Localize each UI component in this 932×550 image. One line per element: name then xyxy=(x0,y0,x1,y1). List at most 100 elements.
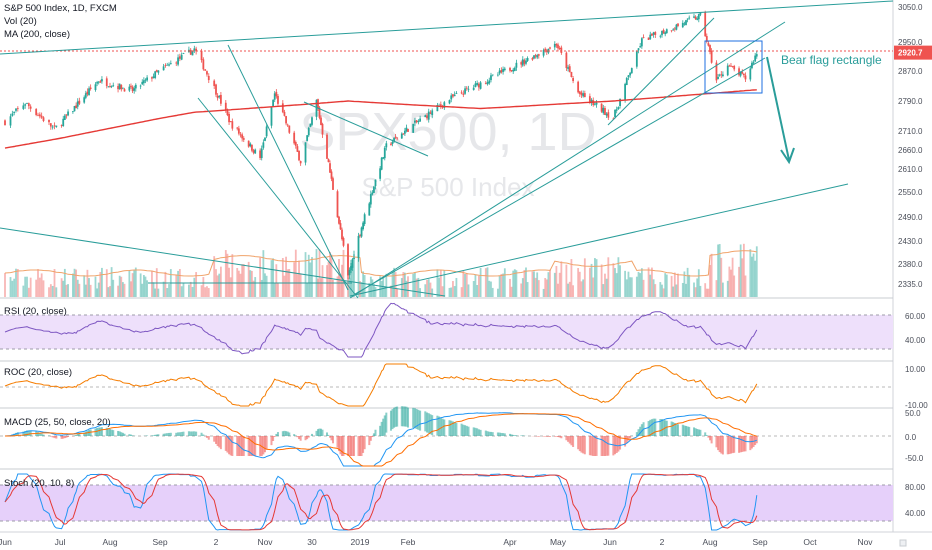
candle[interactable] xyxy=(110,86,113,88)
candle[interactable] xyxy=(330,171,333,179)
candle[interactable] xyxy=(262,142,265,148)
candle[interactable] xyxy=(363,214,366,225)
candle[interactable] xyxy=(83,97,86,103)
candle[interactable] xyxy=(595,102,598,105)
candle[interactable] xyxy=(705,36,708,42)
candle[interactable] xyxy=(490,75,492,81)
candle[interactable] xyxy=(605,113,608,116)
candle[interactable] xyxy=(733,66,736,70)
candle[interactable] xyxy=(338,216,340,224)
candle[interactable] xyxy=(659,35,662,37)
candle[interactable] xyxy=(162,66,165,71)
candle[interactable] xyxy=(86,91,89,95)
candle[interactable] xyxy=(164,65,167,66)
candle[interactable] xyxy=(614,109,616,118)
candle[interactable] xyxy=(4,120,6,125)
candle[interactable] xyxy=(131,86,134,92)
candle[interactable] xyxy=(315,99,318,117)
candle[interactable] xyxy=(619,98,621,107)
candle[interactable] xyxy=(642,37,645,38)
candle[interactable] xyxy=(545,50,548,52)
candle[interactable] xyxy=(699,12,702,15)
fan-line-low[interactable] xyxy=(349,183,849,297)
candle[interactable] xyxy=(49,123,52,127)
candle[interactable] xyxy=(9,116,12,126)
candle[interactable] xyxy=(371,192,374,195)
candle[interactable] xyxy=(55,125,58,127)
candle[interactable] xyxy=(496,74,499,76)
candle[interactable] xyxy=(228,114,230,123)
candle[interactable] xyxy=(120,85,123,90)
candle[interactable] xyxy=(510,70,513,72)
candle[interactable] xyxy=(141,81,144,85)
candle[interactable] xyxy=(78,100,81,104)
candle[interactable] xyxy=(565,52,568,69)
macd-legend[interactable]: MACD (25, 50, close, 20) xyxy=(4,417,111,428)
candle[interactable] xyxy=(264,137,266,141)
candle[interactable] xyxy=(348,269,351,276)
candle[interactable] xyxy=(236,127,239,129)
candle[interactable] xyxy=(251,144,253,151)
candle[interactable] xyxy=(237,128,240,134)
candle[interactable] xyxy=(448,100,451,104)
candle[interactable] xyxy=(270,107,273,126)
candle[interactable] xyxy=(285,116,287,124)
candle[interactable] xyxy=(404,130,406,134)
candle[interactable] xyxy=(247,140,250,147)
candle[interactable] xyxy=(707,43,710,46)
candle[interactable] xyxy=(500,70,503,73)
candle[interactable] xyxy=(685,20,687,25)
settings-corner-icon[interactable] xyxy=(899,539,907,547)
candle[interactable] xyxy=(281,103,284,113)
candle[interactable] xyxy=(16,108,19,109)
candle[interactable] xyxy=(726,65,729,76)
candle[interactable] xyxy=(396,137,399,139)
candle[interactable] xyxy=(35,108,38,115)
candle[interactable] xyxy=(38,114,41,117)
candle[interactable] xyxy=(168,64,170,66)
candle[interactable] xyxy=(567,67,569,69)
candle[interactable] xyxy=(394,136,397,138)
stoch-legend[interactable]: Stoch (20, 10, 8) xyxy=(4,478,74,489)
candle[interactable] xyxy=(624,83,626,101)
fan-line-steep[interactable] xyxy=(349,21,786,299)
candle[interactable] xyxy=(299,161,302,164)
candle[interactable] xyxy=(107,86,110,88)
candle[interactable] xyxy=(76,101,79,107)
candle[interactable] xyxy=(112,85,115,87)
candle[interactable] xyxy=(241,134,244,139)
candle[interactable] xyxy=(474,83,477,88)
candle[interactable] xyxy=(369,194,372,205)
candle[interactable] xyxy=(455,93,458,94)
candle[interactable] xyxy=(288,125,291,133)
candle[interactable] xyxy=(154,71,157,78)
candle[interactable] xyxy=(414,120,416,123)
candle[interactable] xyxy=(220,94,222,104)
candle[interactable] xyxy=(693,16,695,18)
candle[interactable] xyxy=(594,103,596,105)
candle[interactable] xyxy=(99,81,102,83)
candle[interactable] xyxy=(720,74,723,76)
candle[interactable] xyxy=(26,102,28,104)
candle[interactable] xyxy=(368,203,371,216)
candle[interactable] xyxy=(405,127,408,132)
candle[interactable] xyxy=(339,223,342,230)
candle[interactable] xyxy=(515,62,518,68)
candle[interactable] xyxy=(206,71,208,75)
candle[interactable] xyxy=(229,121,232,123)
candle[interactable] xyxy=(738,68,740,76)
candle[interactable] xyxy=(452,94,454,97)
candle[interactable] xyxy=(155,70,158,72)
candle[interactable] xyxy=(443,102,446,108)
candle[interactable] xyxy=(488,80,491,84)
candle[interactable] xyxy=(521,59,524,66)
candle[interactable] xyxy=(672,29,675,31)
candle[interactable] xyxy=(65,114,68,116)
candle[interactable] xyxy=(13,111,16,113)
candle[interactable] xyxy=(570,71,573,78)
candle[interactable] xyxy=(558,47,561,50)
candle[interactable] xyxy=(590,99,593,103)
candle[interactable] xyxy=(654,32,657,35)
candle[interactable] xyxy=(24,104,27,106)
